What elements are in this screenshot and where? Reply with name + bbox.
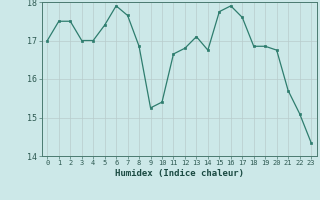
X-axis label: Humidex (Indice chaleur): Humidex (Indice chaleur) <box>115 169 244 178</box>
